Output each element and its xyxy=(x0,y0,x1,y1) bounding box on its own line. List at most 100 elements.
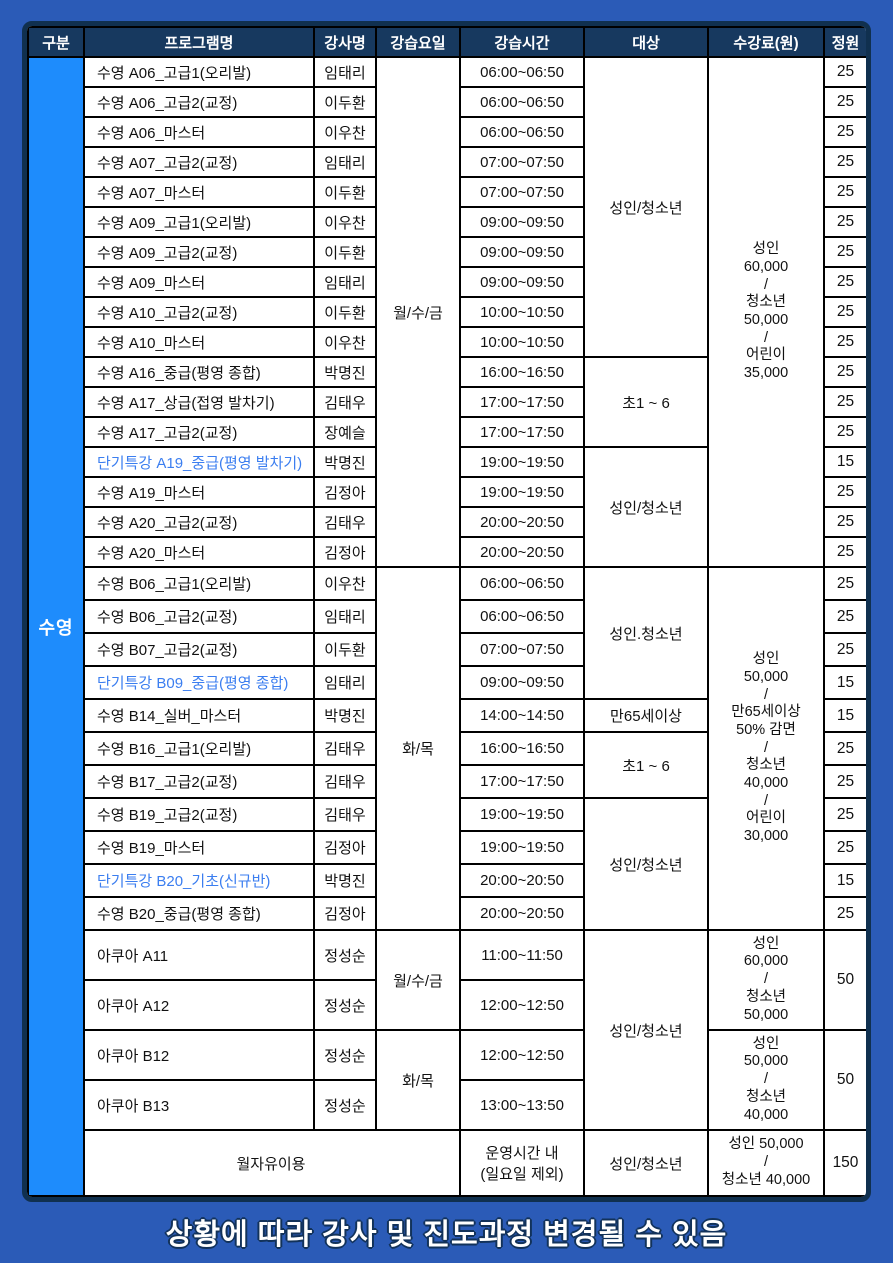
time-cell: 06:00~06:50 xyxy=(459,56,585,88)
table-row: 수영 A07_고급2(교정) 임태리 07:00~07:50 25 xyxy=(28,146,866,178)
footer-note: 상황에 따라 강사 및 진도과정 변경될 수 있음 xyxy=(165,1219,728,1251)
fee-cell: 성인 50,000 / 청소년 40,000 xyxy=(707,1129,825,1197)
time-cell: 20:00~20:50 xyxy=(459,863,585,898)
table-row: 수영 B06_고급2(교정) 임태리 06:00~06:50 25 xyxy=(28,599,866,634)
time-cell: 17:00~17:50 xyxy=(459,416,585,448)
days-cell: 월/수/금 xyxy=(375,56,461,568)
capacity-cell: 25 xyxy=(823,206,866,238)
time-cell: 07:00~07:50 xyxy=(459,176,585,208)
capacity-cell: 50 xyxy=(823,1029,866,1131)
capacity-cell: 25 xyxy=(823,536,866,568)
days-cell: 화/목 xyxy=(375,1029,461,1131)
program-cell: 수영 B16_고급1(오리발) xyxy=(83,731,315,766)
instructor-cell: 임태리 xyxy=(313,146,377,178)
time-cell: 10:00~10:50 xyxy=(459,326,585,358)
program-cell: 아쿠아 B12 xyxy=(83,1029,315,1081)
capacity-cell: 25 xyxy=(823,506,866,538)
capacity-cell: 15 xyxy=(823,698,866,733)
time-cell: 19:00~19:50 xyxy=(459,830,585,865)
target-cell: 성인/청소년 xyxy=(583,446,709,568)
program-cell: 수영 A10_고급2(교정) xyxy=(83,296,315,328)
table-row: 수영 A09_고급1(오리발) 이우찬 09:00~09:50 25 xyxy=(28,206,866,238)
program-cell: 수영 A17_고급2(교정) xyxy=(83,416,315,448)
instructor-cell: 이두환 xyxy=(313,296,377,328)
table-row: 수영 수영 A06_고급1(오리발) 임태리 월/수/금 06:00~06:50 성인/청… xyxy=(27,56,866,1197)
table-row: 수영 A06_고급2(교정) 이두환 06:00~06:50 25 xyxy=(28,86,866,118)
time-cell: 10:00~10:50 xyxy=(459,296,585,328)
table-row: 수영 A20_마스터 김정아 20:00~20:50 25 xyxy=(28,536,866,568)
instructor-cell: 김태우 xyxy=(313,506,377,538)
column-header-5: 대상 xyxy=(583,26,709,58)
capacity-cell: 25 xyxy=(823,86,866,118)
target-cell: 초1 ~ 6 xyxy=(583,731,709,799)
instructor-cell: 정성순 xyxy=(313,1079,377,1131)
column-header-3: 강습요일 xyxy=(375,26,461,58)
column-header-2: 강사명 xyxy=(313,26,377,58)
capacity-cell: 25 xyxy=(823,731,866,766)
program-cell: 수영 A07_마스터 xyxy=(83,176,315,208)
table-row: 단기특강 A19_중급(평영 발차기) 박명진 19:00~19:50 성인/청소년 1… xyxy=(28,446,866,568)
program-cell: 수영 B20_중급(평영 종합) xyxy=(83,896,315,931)
column-header-7: 정원 xyxy=(823,26,866,58)
fee-cell: 성인 60,000 / 청소년 50,000 xyxy=(707,929,825,1031)
days-cell: 화/목 xyxy=(375,566,461,931)
capacity-cell: 25 xyxy=(823,116,866,148)
instructor-cell: 김태우 xyxy=(313,731,377,766)
fee-cell: 성인 50,000 / 청소년 40,000 xyxy=(707,1029,825,1131)
fee-cell: 성인 60,000 / 청소년 50,000 / 어린이 35,000 xyxy=(707,56,825,568)
schedule-body: 수영 수영 A06_고급1(오리발) 임태리 월/수/금 06:00~06:50 성인/청… xyxy=(27,56,866,1197)
capacity-cell: 25 xyxy=(823,566,866,601)
instructor-cell: 장예슬 xyxy=(313,416,377,448)
program-cell: 단기특강 B20_기초(신규반) xyxy=(83,863,315,898)
fee-cell: 성인 50,000 / 만65세이상 50% 감면 / 청소년 40,000 /… xyxy=(707,566,825,931)
target-cell: 성인/청소년 xyxy=(583,56,709,358)
program-cell: 아쿠아 A11 xyxy=(83,929,315,981)
capacity-cell: 25 xyxy=(823,356,866,388)
program-cell: 수영 A10_마스터 xyxy=(83,326,315,358)
time-cell: 운영시간 내 (일요일 제외) xyxy=(459,1129,585,1197)
table-row: 수영 B19_고급2(교정) 김태우 19:00~19:50 성인/청소년 25 xyxy=(28,797,866,931)
program-cell: 수영 B19_고급2(교정) xyxy=(83,797,315,832)
table-row: 수영 A07_마스터 이두환 07:00~07:50 25 xyxy=(28,176,866,208)
program-cell: 수영 A07_고급2(교정) xyxy=(83,146,315,178)
instructor-cell: 임태리 xyxy=(313,665,377,700)
capacity-cell: 25 xyxy=(823,176,866,208)
target-cell: 성인.청소년 xyxy=(583,566,709,700)
time-cell: 20:00~20:50 xyxy=(459,536,585,568)
program-cell: 수영 A09_마스터 xyxy=(83,266,315,298)
instructor-cell: 김정아 xyxy=(313,536,377,568)
program-cell: 수영 A16_중급(평영 종합) xyxy=(83,356,315,388)
time-cell: 07:00~07:50 xyxy=(459,632,585,667)
column-header-6: 수강료(원) xyxy=(707,26,825,58)
table-row: 수영 B17_고급2(교정) 김태우 17:00~17:50 25 xyxy=(28,764,866,799)
time-cell: 14:00~14:50 xyxy=(459,698,585,733)
target-cell: 성인/청소년 xyxy=(583,797,709,931)
program-cell: 수영 B14_실버_마스터 xyxy=(83,698,315,733)
target-cell: 성인/청소년 xyxy=(583,1129,709,1197)
program-cell: 수영 A09_고급2(교정) xyxy=(83,236,315,268)
days-cell: 월/수/금 xyxy=(375,929,461,1031)
table-row: 수영 A09_마스터 임태리 09:00~09:50 25 xyxy=(28,266,866,298)
program-cell: 단기특강 A19_중급(평영 발차기) xyxy=(83,446,315,478)
capacity-cell: 25 xyxy=(823,764,866,799)
table-row: 수영 A10_고급2(교정) 이두환 10:00~10:50 25 xyxy=(28,296,866,328)
table-row: 수영 A17_상급(접영 발차기) 김태우 17:00~17:50 25 xyxy=(28,386,866,418)
capacity-cell: 25 xyxy=(823,797,866,832)
program-cell: 수영 B07_고급2(교정) xyxy=(83,632,315,667)
capacity-cell: 25 xyxy=(823,146,866,178)
capacity-cell: 25 xyxy=(823,266,866,298)
schedule-table-frame: 구분 프로그램명 강사명 강습요일 강습시간 대상 수강료(원) 정원 수영 수영 A06_고급… xyxy=(22,21,871,1202)
instructor-cell: 박명진 xyxy=(313,863,377,898)
time-cell: 06:00~06:50 xyxy=(459,599,585,634)
instructor-cell: 임태리 xyxy=(313,266,377,298)
program-cell: 아쿠아 A12 xyxy=(83,979,315,1031)
capacity-cell: 25 xyxy=(823,476,866,508)
table-row: 수영 B16_고급1(오리발) 김태우 16:00~16:50 초1 ~ 6 25 xyxy=(28,731,866,799)
program-cell: 수영 A20_마스터 xyxy=(83,536,315,568)
time-cell: 09:00~09:50 xyxy=(459,206,585,238)
table-row: 아쿠아 A12 정성순 12:00~12:50 xyxy=(28,979,866,1031)
table-row: 수영 A16_중급(평영 종합) 박명진 16:00~16:50 초1 ~ 6 25 xyxy=(28,356,866,448)
time-cell: 20:00~20:50 xyxy=(459,506,585,538)
instructor-cell: 박명진 xyxy=(313,698,377,733)
instructor-cell: 김정아 xyxy=(313,830,377,865)
